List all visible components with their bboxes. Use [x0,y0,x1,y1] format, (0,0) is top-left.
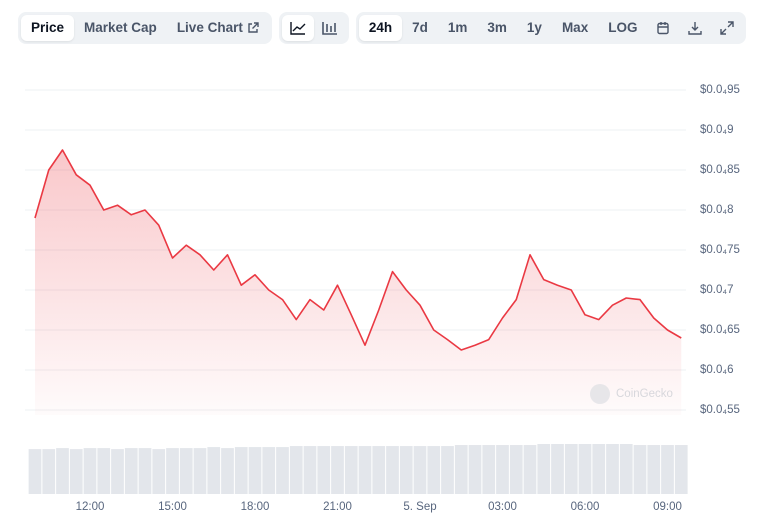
price-line [34,149,682,351]
volume-bar [372,446,386,494]
y-tick-label: $0.0₄95 [700,84,740,96]
price-area [35,150,682,415]
tab-label: Live Chart [176,20,243,35]
volume-bar [661,445,674,494]
x-tick-label: 06:00 [571,501,600,513]
volume-bar [509,445,523,494]
volume-bar [303,446,317,494]
fullscreen-button[interactable] [711,15,743,41]
volume-bar [482,445,496,494]
volume-bar [97,448,111,494]
volume-bar [592,444,606,494]
volume-bar [207,447,221,494]
y-tick-label: $0.0₄65 [700,324,740,336]
volume-bar [42,449,56,494]
volume-bar [619,444,633,494]
external-icon [248,22,259,33]
range-tab[interactable]: Max [561,20,589,35]
range-group: 24h 7d 1m 3m 1y Max LOG [355,12,747,44]
y-tick-label: $0.0₄6 [700,364,733,376]
calendar-button[interactable] [647,15,679,41]
x-tick-label: 03:00 [488,501,517,513]
volume-bar [166,448,179,494]
volume-bar [496,445,509,494]
volume-bar [262,447,276,494]
volume-bar [69,449,83,494]
x-tick-label: 21:00 [323,501,352,513]
volume-bar [124,448,138,494]
volume-bar [56,448,69,494]
range-tab[interactable]: 3m [487,20,507,35]
volume-bar [344,446,358,494]
volume-bar [289,446,303,494]
volume-bar [317,446,331,494]
volume-bar [578,444,592,494]
y-tick-label: $0.0₄8 [700,204,733,216]
volume-bar [331,446,344,494]
volume-bar [234,447,248,494]
volume-bar [647,445,661,494]
watermark-text: CoinGecko [616,388,673,400]
volume-bar [564,444,578,494]
download-button[interactable] [679,15,711,41]
range-tab[interactable]: 1y [526,20,542,35]
volume-bar [152,449,166,494]
toolbar: Price Market Cap Live Chart 24h 7d 1m 3m 1y M… [18,12,747,44]
volume-bar [399,446,413,494]
range-tab[interactable]: 1m [447,20,468,35]
volume-bar [523,445,537,494]
volume-bar [138,448,152,494]
x-tick-label: 12:00 [76,501,105,513]
volume-bar [427,446,441,494]
chart-type-group [278,12,349,44]
volume-bar [386,446,399,494]
volume-bar [248,447,262,494]
x-tick-label: 09:00 [653,501,682,513]
line-chart-button[interactable] [281,15,314,41]
volume-bar [276,447,289,494]
view-group: Price Market Cap Live Chart [18,12,272,44]
range-tab[interactable]: LOG [608,20,638,35]
volume-bar [537,444,551,494]
volume-bar [454,445,468,494]
volume-bar [413,446,427,494]
volume-bar [633,445,647,494]
range-tab[interactable]: 7d [412,20,428,35]
watermark: CoinGecko [590,384,673,404]
volume-bar [358,446,372,494]
volume-bar [83,448,97,494]
volume-bar [111,449,124,494]
volume-bar [606,444,619,494]
x-tick-label: 18:00 [241,501,270,513]
y-tick-label: $0.0₄7 [700,284,733,296]
volume-bar [221,448,234,494]
y-tick-label: $0.0₄75 [700,244,740,256]
tab[interactable]: Live Chart [167,15,269,41]
volume-bar [179,448,193,494]
volume-bar [28,449,42,494]
volume-bar [441,446,454,494]
volume-bar [674,445,688,494]
x-tick-label: 5. Sep [403,501,436,513]
y-tick-label: $0.0₄9 [700,124,733,136]
x-tick-label: 15:00 [158,501,187,513]
y-tick-label: $0.0₄85 [700,164,740,176]
tab[interactable]: Price [21,15,75,41]
range-tab[interactable]: 24h [358,15,403,41]
candle-chart-button[interactable] [314,15,346,41]
tab[interactable]: Market Cap [84,20,157,35]
volume-bar [468,445,482,494]
volume-bar [193,448,207,494]
volume-bar [551,444,564,494]
y-tick-label: $0.0₄55 [700,404,740,416]
